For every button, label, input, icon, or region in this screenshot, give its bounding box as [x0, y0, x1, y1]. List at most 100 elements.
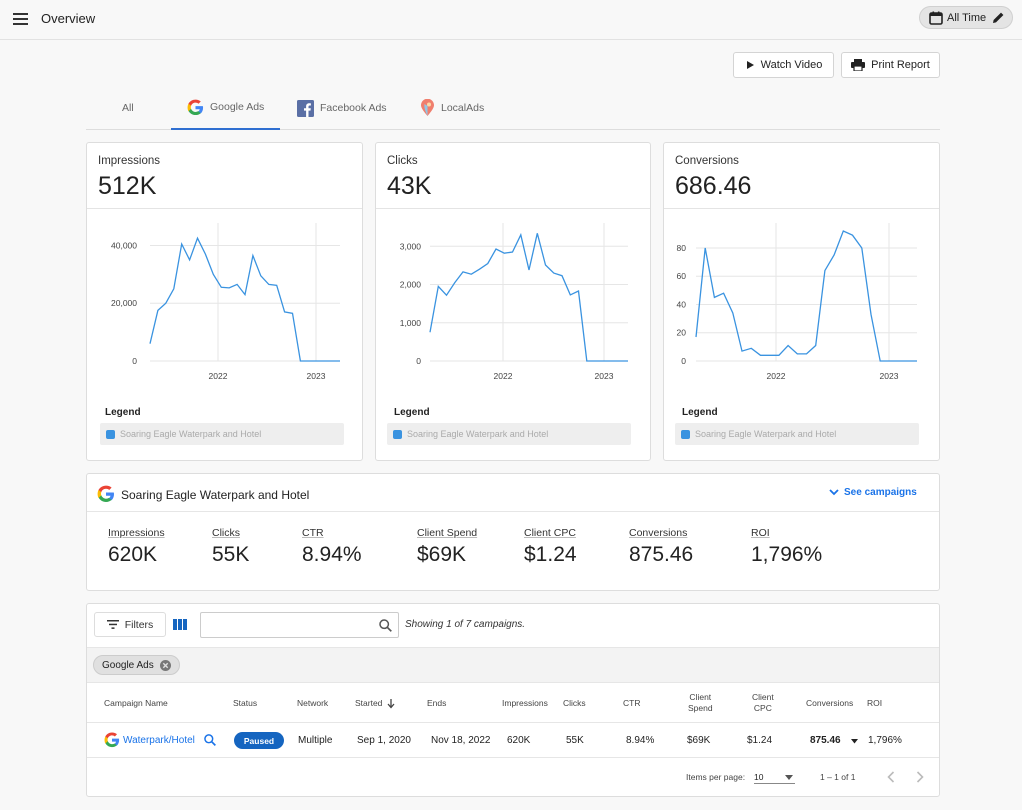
tab-all[interactable]: All	[122, 102, 134, 114]
items-per-page-label: Items per page:	[686, 772, 746, 782]
cell-clicks: 55K	[566, 735, 584, 746]
page-title: Overview	[41, 11, 96, 26]
chevron-down-icon	[829, 489, 839, 496]
cell-spend: $69K	[687, 735, 711, 746]
impressions-chart: 0 20,000 40,000 2022 2023	[111, 223, 340, 381]
arrow-down-icon	[387, 698, 395, 708]
campaign-search-input[interactable]	[200, 612, 399, 638]
cell-impressions: 620K	[507, 735, 531, 746]
col-conversions[interactable]: Conversions	[806, 698, 854, 708]
account-name: Soaring Eagle Waterpark and Hotel	[121, 488, 310, 502]
cell-ctr: 8.94%	[626, 735, 655, 746]
divider	[87, 722, 939, 723]
search-icon[interactable]	[379, 619, 392, 632]
metric-label: Clicks	[387, 155, 418, 167]
x-tick-label: 2023	[880, 371, 899, 381]
y-tick-label: 2,000	[400, 280, 422, 290]
filter-chip-google-ads[interactable]: Google Ads	[93, 655, 180, 675]
see-campaigns-link[interactable]: See campaigns	[829, 487, 917, 498]
chevron-right-icon[interactable]	[916, 771, 924, 783]
calendar-icon	[929, 11, 943, 25]
cell-ends: Nov 18, 2022	[431, 735, 491, 746]
col-ctr[interactable]: CTR	[623, 698, 641, 708]
legend-title: Legend	[682, 407, 718, 418]
filter-chip-bar: Google Ads	[87, 647, 939, 683]
chevron-left-icon[interactable]	[887, 771, 895, 783]
col-client-spend[interactable]: Client Spend	[688, 692, 713, 713]
divider	[87, 511, 939, 512]
series-line	[429, 232, 628, 362]
columns-icon[interactable]	[173, 619, 187, 630]
tab-localads[interactable]: LocalAds	[420, 86, 484, 130]
metric-value: 512K	[98, 172, 157, 200]
caret-down-icon	[785, 775, 793, 780]
col-roi[interactable]: ROI	[867, 698, 883, 708]
legend-item[interactable]: Soaring Eagle Waterpark and Hotel	[387, 423, 631, 445]
legend-item[interactable]: Soaring Eagle Waterpark and Hotel	[100, 423, 344, 445]
series-line	[695, 230, 917, 362]
account-summary-card: Soaring Eagle Waterpark and Hotel See ca…	[86, 473, 940, 591]
col-network[interactable]: Network	[297, 698, 329, 708]
stat-impressions: Impressions 620K	[108, 527, 165, 566]
stat-roi: ROI 1,796%	[751, 527, 823, 566]
impressions-card: Impressions 512K 0 20,000 40,000 2022 2023 L…	[86, 142, 363, 461]
channel-tabs: All Google Ads Facebook Ads LocalAds	[86, 86, 940, 130]
y-tick-label: 40,000	[111, 240, 137, 250]
time-range-button[interactable]: All Time	[919, 6, 1013, 29]
series-line	[149, 236, 340, 362]
y-tick-label: 80	[677, 243, 687, 253]
metric-label: Impressions	[98, 155, 160, 167]
watch-video-button[interactable]: Watch Video	[733, 52, 834, 78]
metric-value: 686.46	[675, 172, 752, 200]
legend-swatch	[106, 429, 115, 439]
x-tick-label: 2022	[767, 371, 786, 381]
google-icon	[187, 99, 204, 115]
print-report-button[interactable]: Print Report	[841, 52, 940, 78]
menu-icon[interactable]	[13, 13, 28, 25]
col-clicks[interactable]: Clicks	[563, 698, 586, 708]
legend-swatch	[681, 429, 690, 439]
campaign-name-link[interactable]: Waterpark/Hotel	[123, 735, 195, 746]
y-tick-label: 0	[681, 356, 686, 366]
items-per-page-select[interactable]: 10	[754, 769, 795, 784]
legend-item[interactable]: Soaring Eagle Waterpark and Hotel	[675, 423, 919, 445]
tab-facebook-ads[interactable]: Facebook Ads	[297, 86, 387, 130]
y-tick-label: 3,000	[400, 241, 422, 251]
col-campaign-name[interactable]: Campaign Name	[104, 698, 168, 708]
top-bar: Overview All Time	[0, 0, 1022, 40]
status-badge: Paused	[234, 732, 284, 749]
divider	[664, 208, 939, 209]
remove-chip-icon[interactable]	[159, 659, 171, 671]
stat-clicks: Clicks 55K	[212, 527, 250, 566]
conversions-chart: 0 20 40 60 80 2022 2023	[677, 223, 917, 381]
col-ends[interactable]: Ends	[427, 698, 447, 708]
campaign-table-card: Filters Showing 1 of 7 campaigns. Google…	[86, 603, 940, 797]
metric-value: 43K	[387, 172, 432, 200]
col-status[interactable]: Status	[233, 698, 258, 708]
col-client-cpc[interactable]: Client CPC	[752, 692, 774, 713]
time-range-label: All Time	[947, 11, 987, 24]
filters-button[interactable]: Filters	[94, 612, 166, 637]
y-tick-label: 40	[677, 299, 687, 309]
divider	[87, 208, 362, 209]
clicks-chart: 0 1,000 2,000 3,000 2022 2023	[400, 223, 628, 381]
y-tick-label: 0	[416, 356, 421, 366]
printer-icon	[851, 59, 866, 71]
cell-conversions: 875.46	[810, 735, 841, 746]
stat-client-spend: Client Spend $69K	[417, 527, 478, 566]
search-icon[interactable]	[204, 734, 216, 746]
x-tick-label: 2023	[307, 371, 326, 381]
google-icon	[97, 485, 114, 502]
tab-google-ads[interactable]: Google Ads	[171, 86, 280, 130]
facebook-icon	[297, 99, 314, 117]
caret-down-icon[interactable]	[851, 739, 858, 744]
google-icon	[104, 732, 120, 748]
conversions-card: Conversions 686.46 0 20 40 60 80 2022 2023 Leg…	[663, 142, 940, 461]
page-range: 1 – 1 of 1	[820, 772, 856, 782]
col-impressions[interactable]: Impressions	[502, 698, 548, 708]
filter-icon	[106, 620, 119, 629]
pencil-icon	[993, 12, 1004, 23]
col-started[interactable]: Started	[355, 698, 395, 709]
cell-network: Multiple	[298, 735, 333, 746]
stat-ctr: CTR 8.94%	[302, 527, 362, 566]
